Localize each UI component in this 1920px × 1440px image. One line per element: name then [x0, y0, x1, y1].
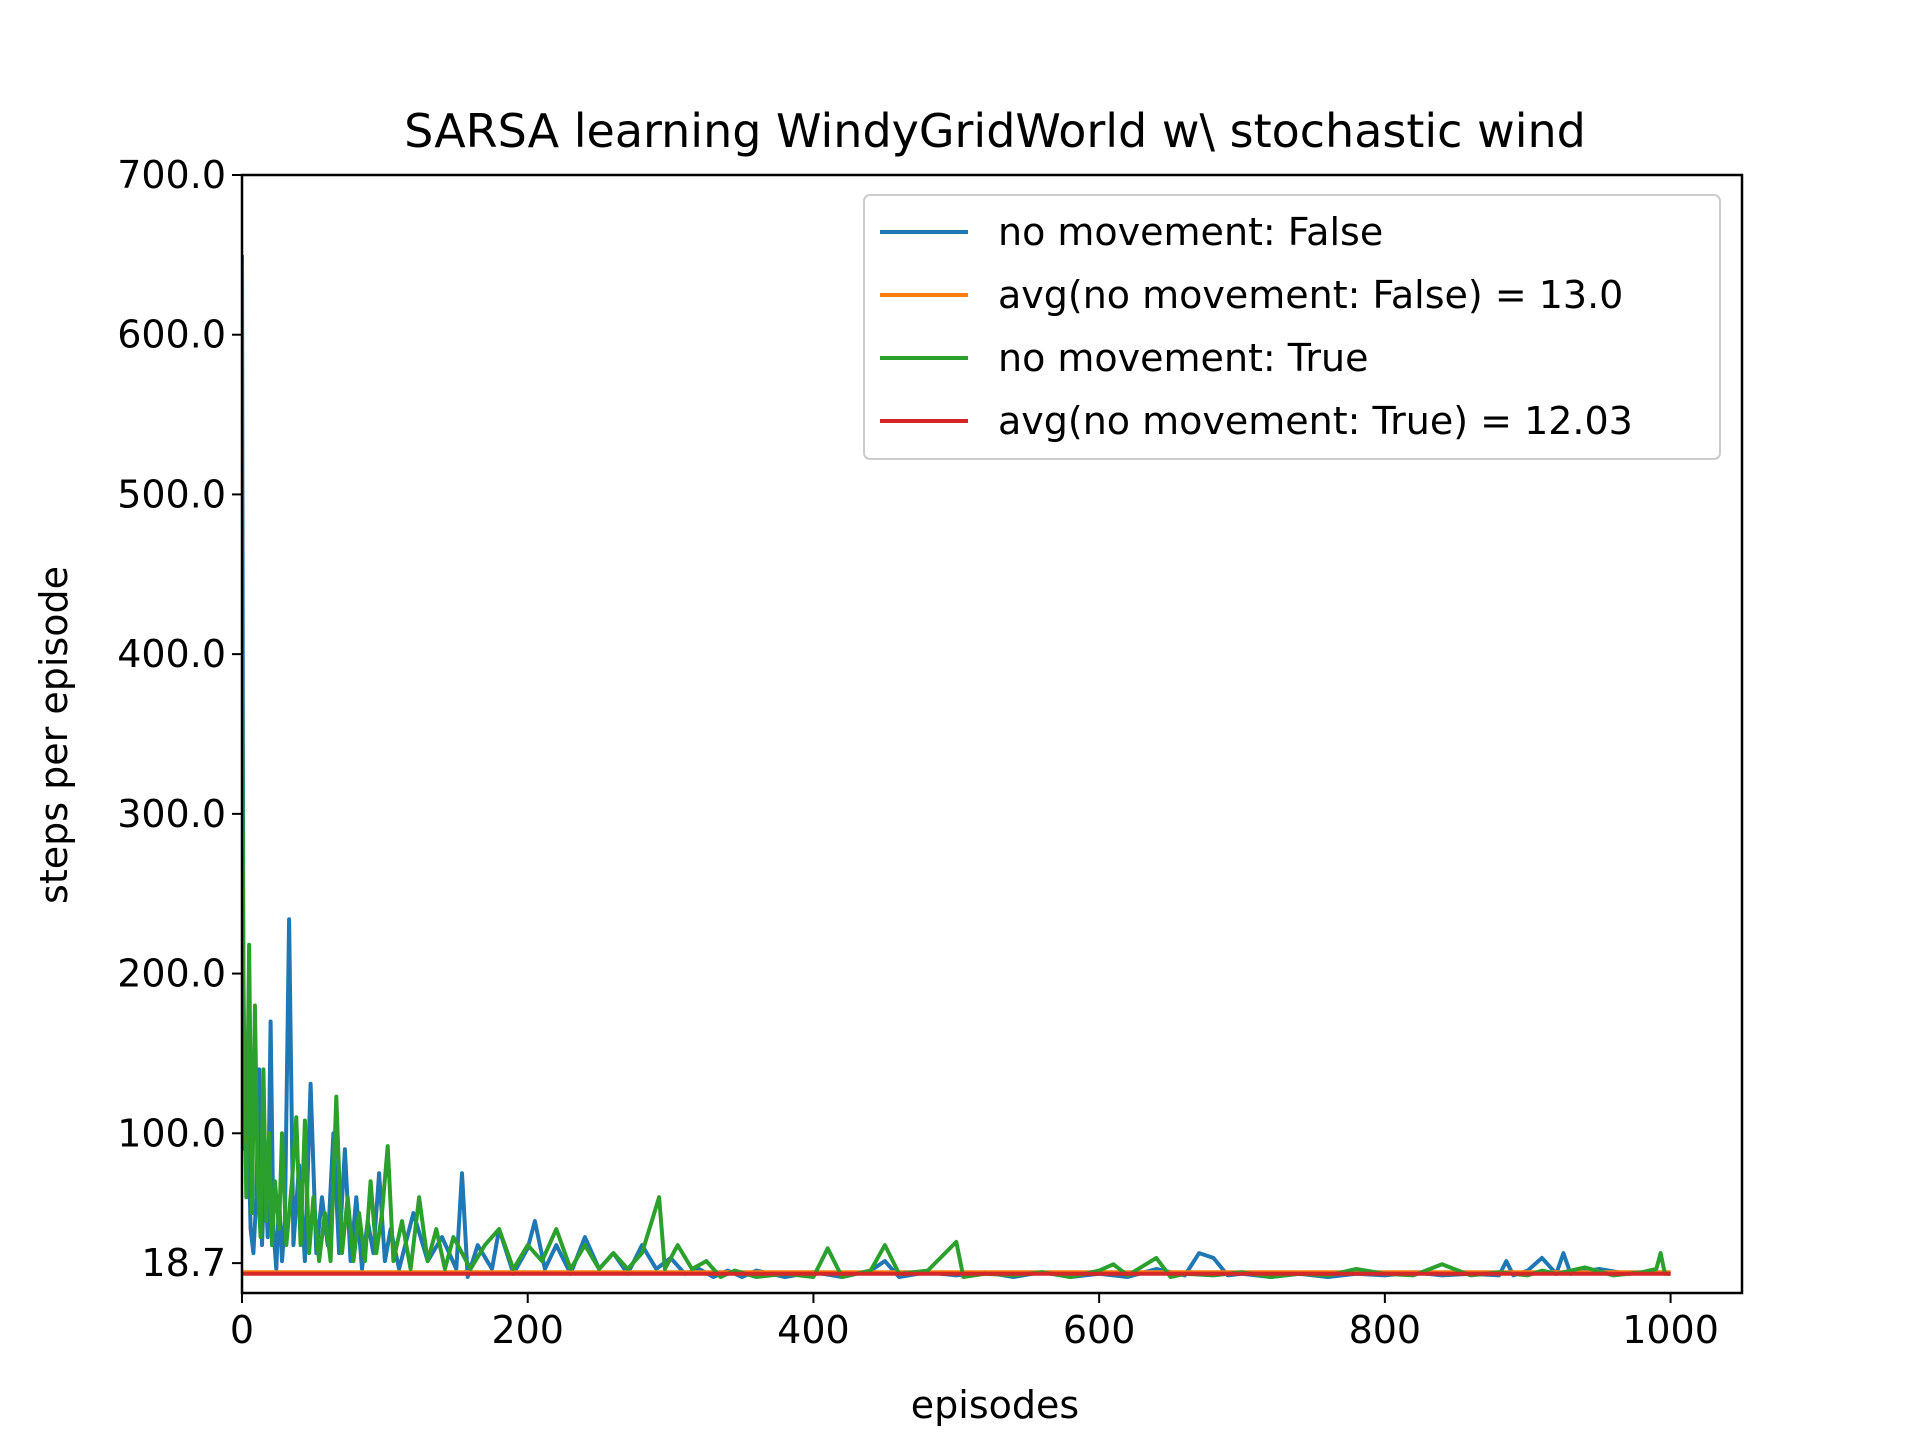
- x-tick-label: 400: [777, 1308, 850, 1352]
- series-lines: [242, 254, 1671, 1279]
- legend-label-1: no movement: False: [998, 210, 1383, 254]
- y-tick-label: 500.0: [117, 472, 226, 516]
- legend: no movement: False avg(no movement: False…: [863, 194, 1721, 460]
- legend-label-4: avg(no movement: True) = 12.03: [998, 399, 1633, 443]
- x-tick-label: 1000: [1622, 1308, 1719, 1352]
- y-tick-label: 18.7: [141, 1241, 226, 1285]
- x-tick-label: 600: [1063, 1308, 1136, 1352]
- legend-label-3: no movement: True: [998, 336, 1369, 380]
- x-tick-label: 800: [1349, 1308, 1422, 1352]
- legend-box: [863, 194, 1721, 460]
- x-axis-label: episodes: [911, 1383, 1079, 1427]
- y-tick-label: 700.0: [117, 153, 226, 197]
- y-axis-label: steps per episode: [32, 566, 76, 904]
- plot-area: 0 200 400 600 800 1000 18.7 100.0 200.0 300.0 400.…: [117, 153, 1744, 1352]
- legend-label-2: avg(no movement: False) = 13.0: [998, 273, 1623, 317]
- x-tick-label: 200: [491, 1308, 564, 1352]
- chart-title: SARSA learning WindyGridWorld w\ stochas…: [404, 104, 1586, 158]
- y-tick-label: 200.0: [117, 952, 226, 996]
- x-tick-label: 0: [230, 1308, 254, 1352]
- y-tick-label: 600.0: [117, 313, 226, 357]
- y-tick-label: 400.0: [117, 632, 226, 676]
- series-line-3: [242, 654, 1671, 1279]
- y-tick-label: 300.0: [117, 792, 226, 836]
- y-tick-label: 100.0: [117, 1111, 226, 1155]
- plot-frame: [240, 173, 1744, 1295]
